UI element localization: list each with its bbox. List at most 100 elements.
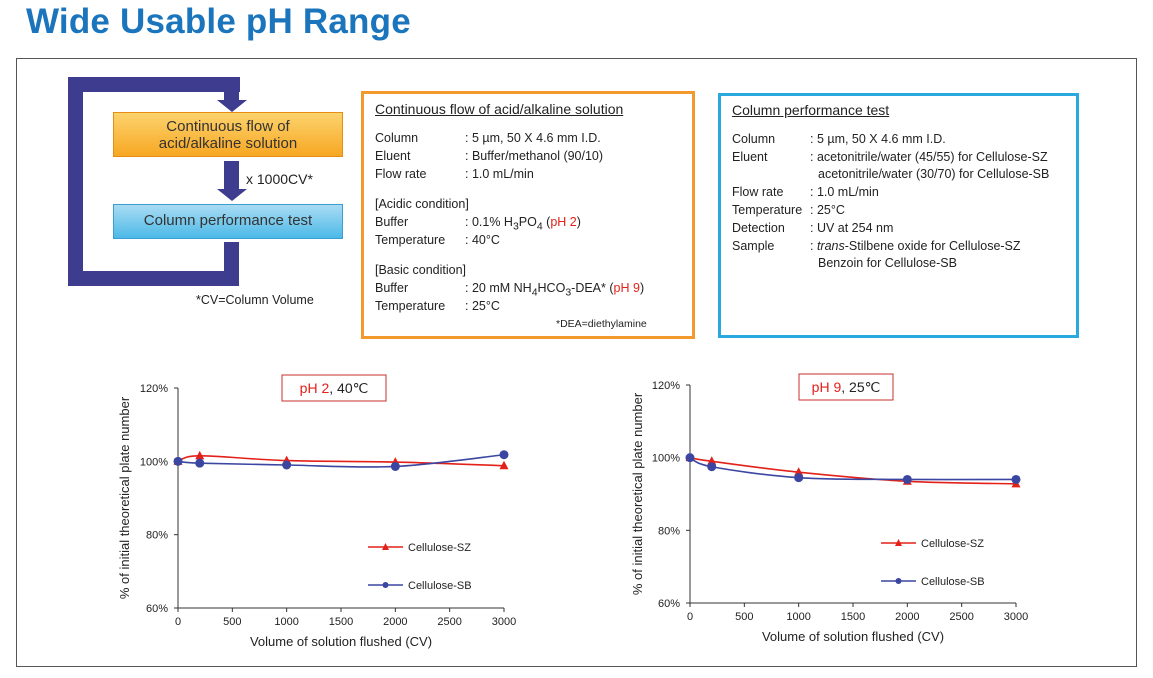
y-axis-title: % of initial theoretical plate number	[117, 396, 132, 599]
basic-ph: pH 9	[613, 281, 640, 295]
step-continuous-flow: Continuous flow of acid/alkaline solutio…	[113, 112, 343, 157]
x-tick-label: 3000	[492, 616, 516, 628]
row-label: Column	[732, 132, 776, 146]
series-line-cellulose-sz	[689, 456, 1017, 485]
condition-temp: , 25℃	[841, 379, 880, 395]
flow-conditions-box: Continuous flow of acid/alkaline solutio…	[361, 91, 695, 339]
data-point-circle	[685, 453, 695, 463]
flow-conditions-title: Continuous flow of acid/alkaline solutio…	[375, 101, 624, 117]
row-value: : 1.0 mL/min	[810, 185, 879, 199]
test-row-column: Column : 5 µm, 50 X 4.6 mm I.D.	[732, 132, 946, 146]
x-tick-label: 0	[687, 611, 693, 623]
test-row-temperature: Temperature : 25°C	[732, 203, 845, 217]
row-value: :	[810, 239, 817, 253]
loop-arrow-left	[68, 77, 83, 286]
x-tick-label: 500	[223, 616, 241, 628]
x-tick-label: 500	[735, 611, 753, 623]
y-tick-label: 80%	[658, 525, 680, 537]
legend-label: Cellulose-SB	[921, 576, 985, 588]
loop-arrow-top	[68, 77, 240, 92]
flow-row-flowrate: Flow rate: 1.0 mL/min	[375, 167, 534, 181]
data-point-circle	[1011, 474, 1021, 484]
row-label: Temperature	[375, 233, 446, 247]
legend-marker	[382, 582, 389, 588]
row-value: : 25°C	[465, 299, 500, 313]
basic-buffer-text: HCO	[537, 281, 566, 295]
test-row-eluent: Eluent: acetonitrile/water (45/55) for C…	[732, 150, 1048, 164]
basic-buffer-text: : 20 mM NH	[465, 281, 532, 295]
y-tick-label: 120%	[652, 380, 680, 392]
legend-marker	[895, 578, 902, 584]
y-axis-title: % of initial theoretical plate number	[630, 392, 645, 595]
data-point-triangle	[195, 450, 205, 460]
step-column-performance: Column performance test	[113, 204, 343, 239]
subscript: 3	[512, 220, 519, 233]
legend-marker	[382, 543, 389, 550]
step-continuous-flow-line1: Continuous flow of	[166, 118, 290, 135]
subscript: 4	[536, 220, 543, 233]
test-conditions-title: Column performance test	[732, 102, 890, 118]
y-tick-label: 80%	[146, 530, 168, 542]
test-row-sample-2: Benzoin for Cellulose-SB	[818, 256, 957, 270]
data-point-circle	[195, 458, 205, 468]
data-point-circle	[282, 460, 292, 470]
dea-footnote: *DEA=diethylamine	[556, 318, 647, 330]
basic-temp-row: Temperature : 25°C	[375, 299, 500, 313]
x-tick-label: 1000	[274, 616, 298, 628]
data-point-triangle	[794, 467, 804, 476]
acidic-buffer-text: : 0.1% H	[465, 215, 513, 229]
arrow-down-stem-1	[224, 77, 239, 101]
loop-arrow-bottom	[68, 271, 239, 286]
row-value: : 5 µm, 50 X 4.6 mm I.D.	[465, 131, 601, 145]
condition-temp: , 40℃	[329, 380, 368, 396]
data-point-circle	[902, 474, 912, 484]
series-line-cellulose-sb	[177, 453, 505, 468]
x-tick-label: 3000	[1004, 611, 1028, 623]
basic-buffer-text: -DEA* (	[571, 281, 614, 295]
acidic-buffer-text: PO	[518, 215, 537, 229]
row-label: Temperature	[375, 299, 446, 313]
data-point-circle	[794, 473, 804, 483]
data-point-triangle	[707, 456, 717, 465]
row-value: : 25°C	[810, 203, 845, 217]
x-tick-label: 0	[175, 616, 181, 628]
row-value: : 5 µm, 50 X 4.6 mm I.D.	[810, 132, 946, 146]
test-row-sample: Sample: trans-Stilbene oxide for Cellulo…	[732, 239, 1021, 253]
basic-buffer-text: )	[639, 281, 645, 295]
step-continuous-flow-line2: acid/alkaline solution	[158, 135, 298, 152]
test-row-detection: Detection: UV at 254 nm	[732, 221, 893, 235]
cv-footnote: *CV=Column Volume	[196, 293, 314, 307]
row-label: Eluent	[375, 149, 411, 163]
test-row-eluent-2: acetonitrile/water (30/70) for Cellulose…	[818, 167, 1050, 181]
row-label: Temperature	[732, 203, 803, 217]
x-tick-label: 1500	[329, 616, 353, 628]
y-tick-label: 100%	[652, 453, 680, 465]
chart-1: 60% 80% 100% 120% 0 500 1000 1500 2000 2500 3000 Vo…	[117, 374, 516, 649]
acidic-ph: pH 2	[550, 215, 577, 229]
legend-marker	[895, 539, 902, 546]
row-label: Eluent	[732, 150, 768, 164]
x-tick-label: 2000	[895, 611, 919, 623]
condition-label-box	[281, 374, 387, 402]
row-value-italic: trans	[816, 239, 845, 253]
basic-buffer-row: Buffer: 20 mM NH4HCO3-DEA* (pH 9)	[375, 281, 644, 299]
data-point-triangle	[499, 460, 509, 470]
row-label: Buffer	[375, 281, 409, 295]
row-value: -Stilbene oxide for Cellulose-SZ	[844, 239, 1021, 253]
row-label: Buffer	[375, 215, 409, 229]
row-label: Flow rate	[375, 167, 427, 181]
row-value: : UV at 254 nm	[810, 221, 894, 235]
loop-arrow-right	[224, 242, 239, 286]
chart-2: 60% 80% 100% 120% 0 500 1000 1500 2000 2500 3000 Vo…	[630, 373, 1028, 644]
legend-label: Cellulose-SZ	[408, 542, 471, 554]
x-tick-label: 2000	[383, 616, 407, 628]
x-tick-label: 1500	[841, 611, 865, 623]
data-point-circle	[173, 456, 183, 466]
row-label: Flow rate	[732, 185, 784, 199]
series-line-cellulose-sb	[689, 456, 1017, 481]
legend-label: Cellulose-SB	[408, 580, 472, 592]
flow-row-eluent: Eluent: Buffer/methanol (90/10)	[375, 149, 603, 163]
acidic-buffer-text: )	[576, 215, 581, 229]
subscript: 3	[565, 286, 572, 299]
